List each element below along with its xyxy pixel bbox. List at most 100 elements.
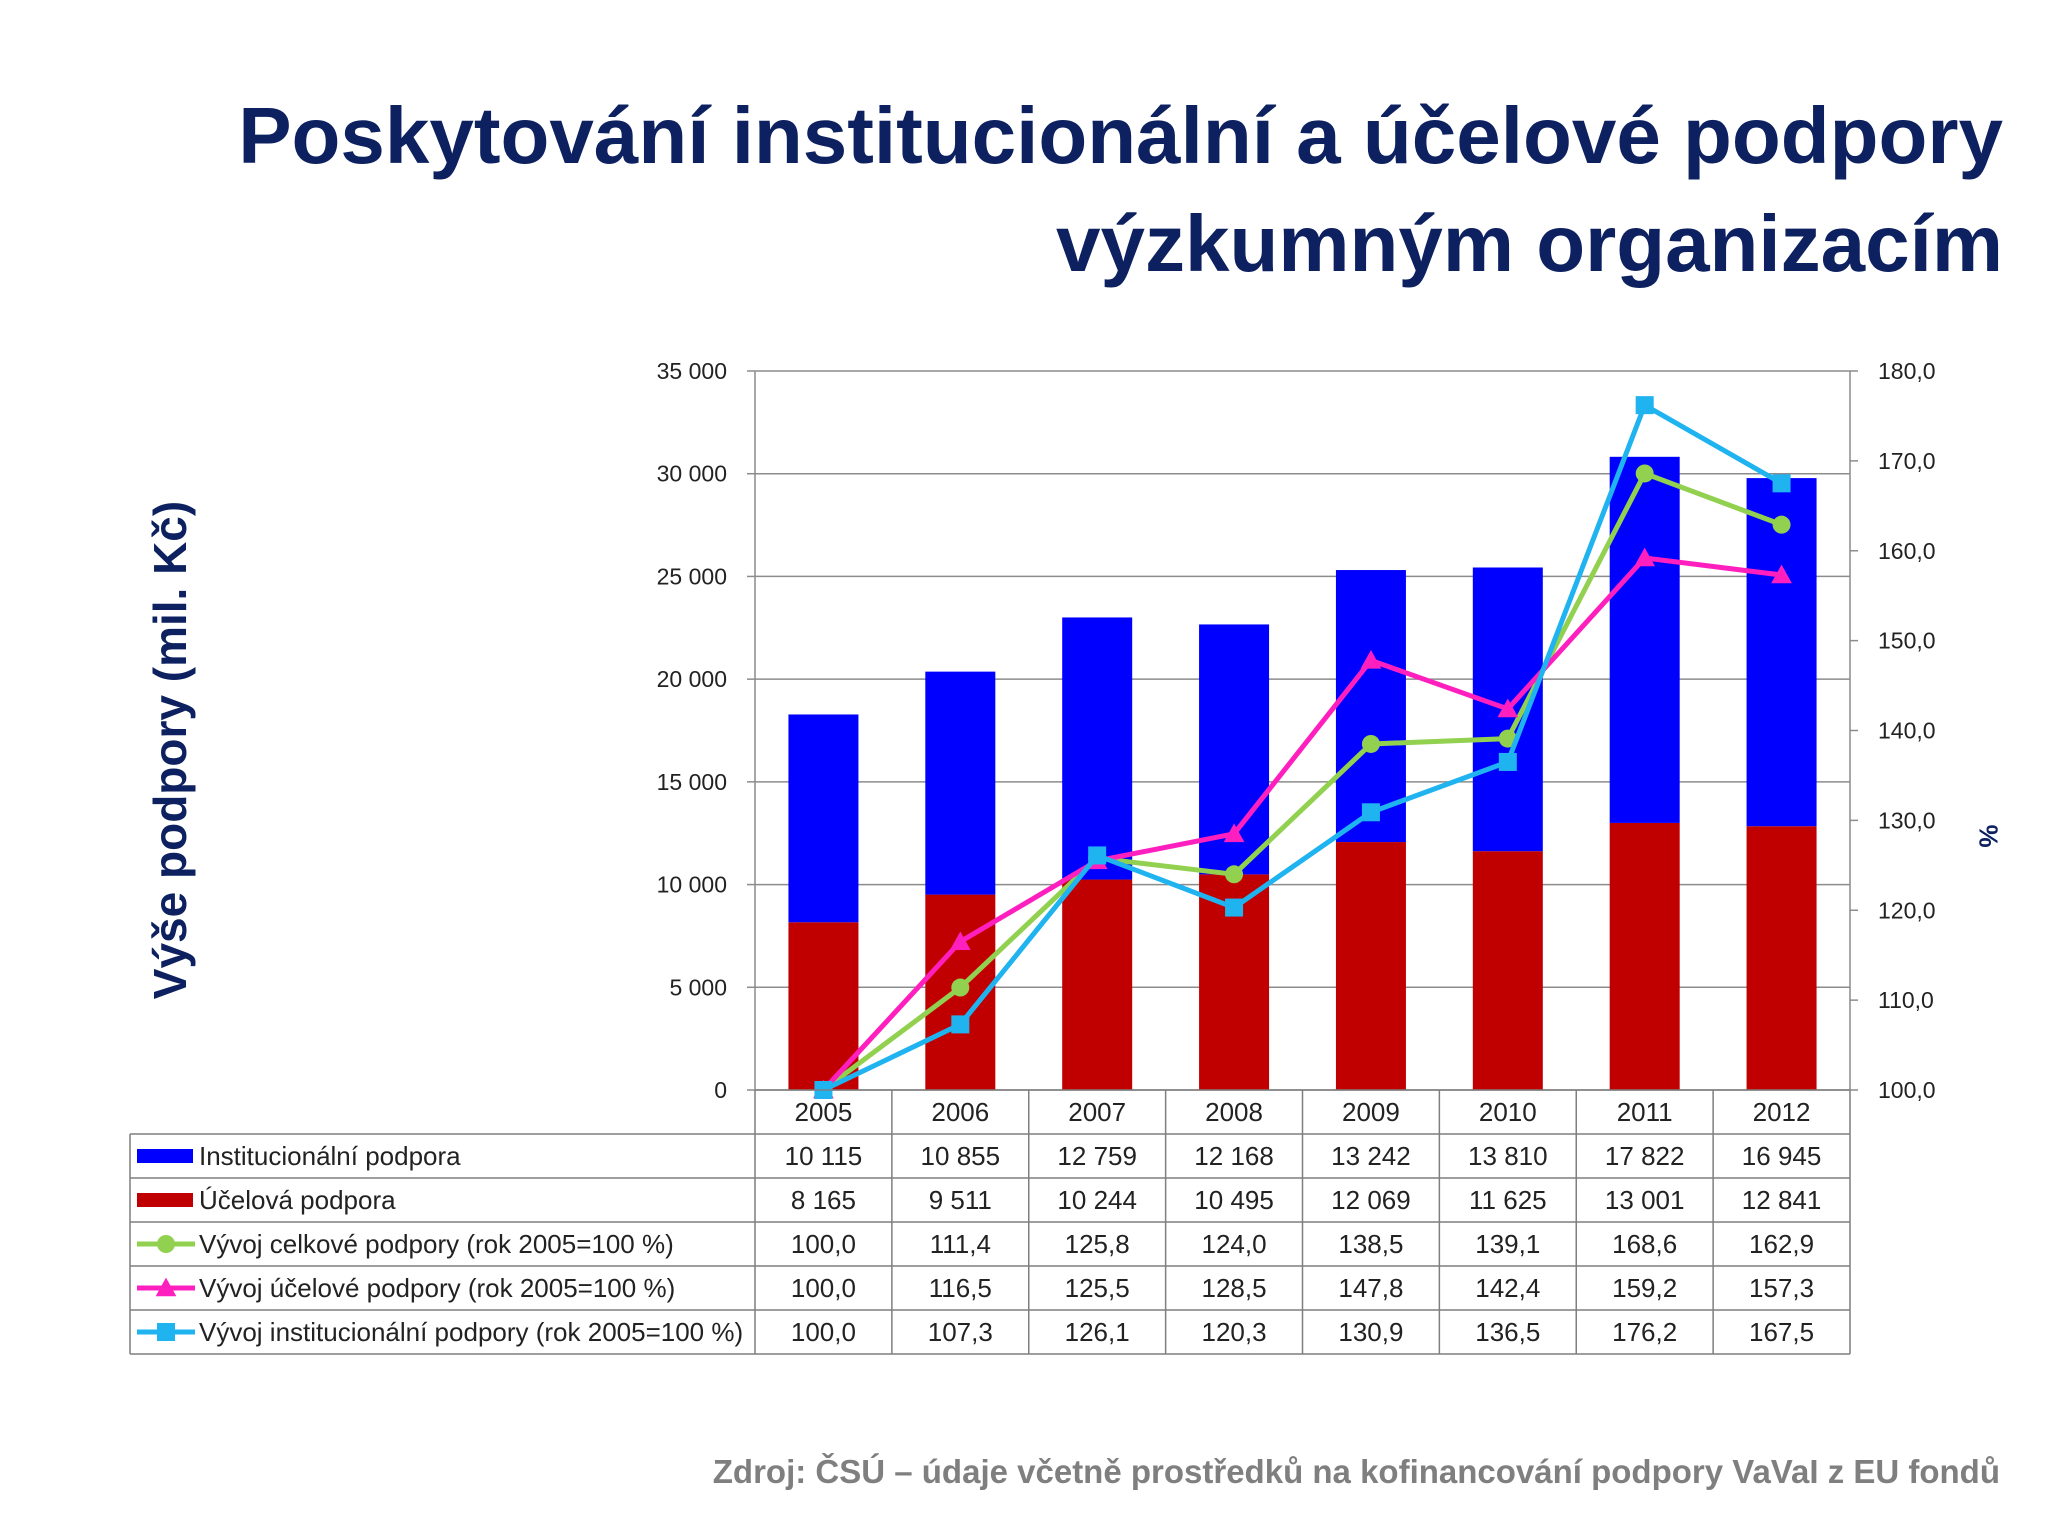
y-tick-label: 10 000 (657, 872, 727, 898)
y-tick-label: 25 000 (657, 563, 727, 589)
category-label: 2012 (1753, 1097, 1811, 1127)
point-square-2007 (1088, 846, 1107, 865)
point-circle-2012 (1772, 515, 1791, 534)
bar-institucionalni-2005 (788, 714, 859, 923)
point-triangle-2006 (949, 931, 971, 950)
bar-ucelova-2010 (1472, 851, 1543, 1090)
point-square-2012 (1772, 474, 1791, 493)
data-label: 159,2 (1612, 1273, 1677, 1303)
bar-institucionalni-2006 (925, 671, 996, 895)
point-circle-2009 (1361, 734, 1380, 753)
series-line-3 (822, 402, 1783, 1093)
data-label: 176,2 (1612, 1317, 1677, 1347)
data-label: 12 841 (1742, 1185, 1822, 1215)
category-label: 2010 (1479, 1097, 1537, 1127)
point-square-2010 (1498, 752, 1517, 771)
source-note: Zdroj: ČSÚ – údaje včetně prostředků na … (712, 1453, 2000, 1490)
data-label: 124,0 (1202, 1229, 1267, 1259)
y-tick-label: 0 (714, 1077, 727, 1103)
point-square-2009 (1361, 803, 1380, 822)
category-label: 2011 (1617, 1097, 1673, 1127)
category-label: 2008 (1205, 1097, 1263, 1127)
point-circle-2010 (1498, 729, 1517, 748)
legend-label: Vývoj institucionální podpory (rok 2005=… (199, 1317, 743, 1347)
title-line-2: výzkumným organizacím (1056, 199, 2003, 288)
data-label: 107,3 (928, 1317, 993, 1347)
data-label: 147,8 (1338, 1273, 1403, 1303)
point-triangle-2011 (1634, 547, 1656, 567)
data-label: 13 001 (1605, 1185, 1685, 1215)
point-circle-2008 (1225, 865, 1244, 884)
data-label: 128,5 (1202, 1273, 1267, 1303)
category-label: 2007 (1068, 1097, 1126, 1127)
data-label: 100,0 (791, 1317, 856, 1347)
data-label: 13 810 (1468, 1141, 1548, 1171)
data-label: 130,9 (1338, 1317, 1403, 1347)
bar-institucionalni-2011 (1609, 456, 1680, 823)
data-label: 167,5 (1749, 1317, 1814, 1347)
page-title: Poskytování institucionální a účelové po… (103, 82, 2003, 298)
data-label: 9 511 (929, 1185, 992, 1215)
y2-tick-label: 150,0 (1878, 628, 1936, 654)
point-triangle-2012 (1771, 564, 1792, 584)
y-tick-label: 5 000 (669, 974, 727, 1000)
data-label: 17 822 (1605, 1141, 1685, 1171)
legend-key-1 (137, 1149, 193, 1163)
bar-ucelova-2009 (1335, 842, 1406, 1090)
data-label: 138,5 (1338, 1229, 1403, 1259)
legend-label: Vývoj celkové podpory (rok 2005=100 %) (199, 1229, 674, 1259)
data-label: 111,4 (930, 1229, 991, 1259)
bar-institucionalni-2007 (1062, 617, 1133, 880)
legend-key-marker-5 (157, 1323, 175, 1341)
data-label: 162,9 (1749, 1229, 1814, 1259)
category-label: 2009 (1342, 1097, 1400, 1127)
data-label: 120,3 (1202, 1317, 1267, 1347)
data-label: 8 165 (791, 1185, 856, 1215)
legend-label: Institucionální podpora (199, 1141, 461, 1171)
y2-tick-label: 100,0 (1878, 1077, 1936, 1103)
y2-tick-label: 160,0 (1878, 538, 1936, 564)
data-label: 10 244 (1057, 1185, 1137, 1215)
title-line-1: Poskytování institucionální a účelové po… (238, 91, 2003, 180)
legend-label: Účelová podpora (199, 1185, 396, 1215)
data-label: 12 069 (1331, 1185, 1411, 1215)
y2-tick-label: 130,0 (1878, 807, 1936, 833)
category-label: 2005 (795, 1097, 853, 1127)
data-label: 125,8 (1065, 1229, 1130, 1259)
data-label: 125,5 (1065, 1273, 1130, 1303)
category-label: 2006 (931, 1097, 989, 1127)
y2-tick-label: 140,0 (1878, 718, 1936, 744)
y-tick-label: 30 000 (657, 461, 727, 487)
y-tick-label: 20 000 (657, 666, 727, 692)
y-tick-label: 35 000 (657, 358, 727, 384)
data-label: 10 495 (1194, 1185, 1274, 1215)
y2-tick-label: 120,0 (1878, 897, 1936, 923)
y-tick-label: 15 000 (657, 769, 727, 795)
bar-institucionalni-2012 (1746, 478, 1817, 827)
point-triangle-2010 (1497, 698, 1519, 718)
legend-key-marker-4 (155, 1277, 177, 1297)
point-triangle-2008 (1223, 823, 1245, 843)
point-square-2006 (951, 1015, 970, 1034)
data-label: 157,3 (1749, 1273, 1814, 1303)
legend-key-marker-3 (157, 1235, 175, 1253)
y2-tick-label: 170,0 (1878, 448, 1936, 474)
data-label: 13 242 (1331, 1141, 1411, 1171)
data-label: 100,0 (791, 1229, 856, 1259)
bar-ucelova-2007 (1062, 879, 1133, 1090)
series-line-1 (821, 470, 1783, 1093)
bar-ucelova-2012 (1746, 826, 1817, 1090)
legend-label: Vývoj účelové podpory (rok 2005=100 %) (199, 1273, 675, 1303)
data-label: 16 945 (1742, 1141, 1822, 1171)
data-label: 136,5 (1475, 1317, 1540, 1347)
y2-tick-label: 180,0 (1878, 358, 1936, 384)
bar-ucelova-2011 (1609, 822, 1680, 1090)
data-label: 100,0 (791, 1273, 856, 1303)
data-label: 116,5 (929, 1273, 992, 1303)
data-label: 11 625 (1469, 1185, 1547, 1215)
data-label: 12 759 (1057, 1141, 1137, 1171)
y2-tick-label: 110,0 (1878, 987, 1934, 1013)
point-square-2008 (1225, 898, 1244, 917)
data-label: 10 115 (785, 1141, 863, 1171)
